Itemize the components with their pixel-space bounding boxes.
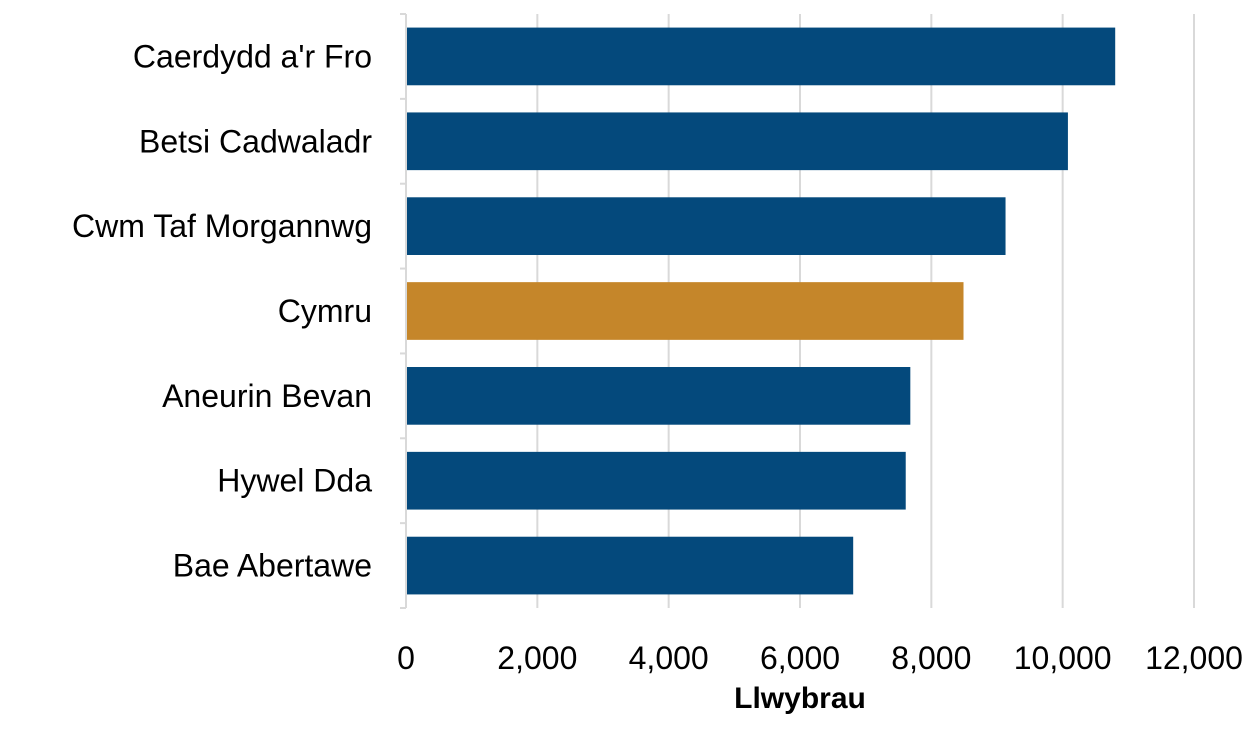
bar-5: [406, 451, 906, 510]
x-axis-title: Llwybrau: [734, 682, 866, 715]
x-tick-label-4: 8,000: [891, 640, 971, 676]
x-tick-label-1: 2,000: [497, 640, 577, 676]
x-tick-label-0: 0: [397, 640, 415, 676]
bar-0: [406, 27, 1116, 86]
category-label-1: Betsi Cadwaladr: [139, 123, 372, 159]
bar-6: [406, 536, 854, 595]
category-label-6: Bae Abertawe: [173, 548, 372, 584]
category-label-3: Cymru: [278, 293, 372, 329]
y-axis: [400, 13, 407, 609]
bars: [406, 27, 1116, 595]
category-labels: Caerdydd a'r Fro Betsi Cadwaladr Cwm Taf M…: [72, 38, 372, 583]
category-label-4: Aneurin Bevan: [162, 378, 372, 414]
bar-1: [406, 112, 1068, 171]
x-tick-label-6: 12,000: [1145, 640, 1243, 676]
x-tick-label-5: 10,000: [1014, 640, 1112, 676]
category-label-0: Caerdydd a'r Fro: [133, 38, 372, 74]
bar-2: [406, 197, 1006, 255]
x-tick-label-3: 6,000: [760, 640, 840, 676]
bar-4: [406, 367, 911, 425]
bar-3: [406, 282, 964, 340]
category-label-2: Cwm Taf Morgannwg: [72, 208, 372, 244]
category-label-5: Hywel Dda: [217, 463, 372, 499]
x-tick-label-2: 4,000: [629, 640, 709, 676]
x-tick-labels: 0 2,000 4,000 6,000 8,000 10,000 12,000: [397, 640, 1243, 676]
